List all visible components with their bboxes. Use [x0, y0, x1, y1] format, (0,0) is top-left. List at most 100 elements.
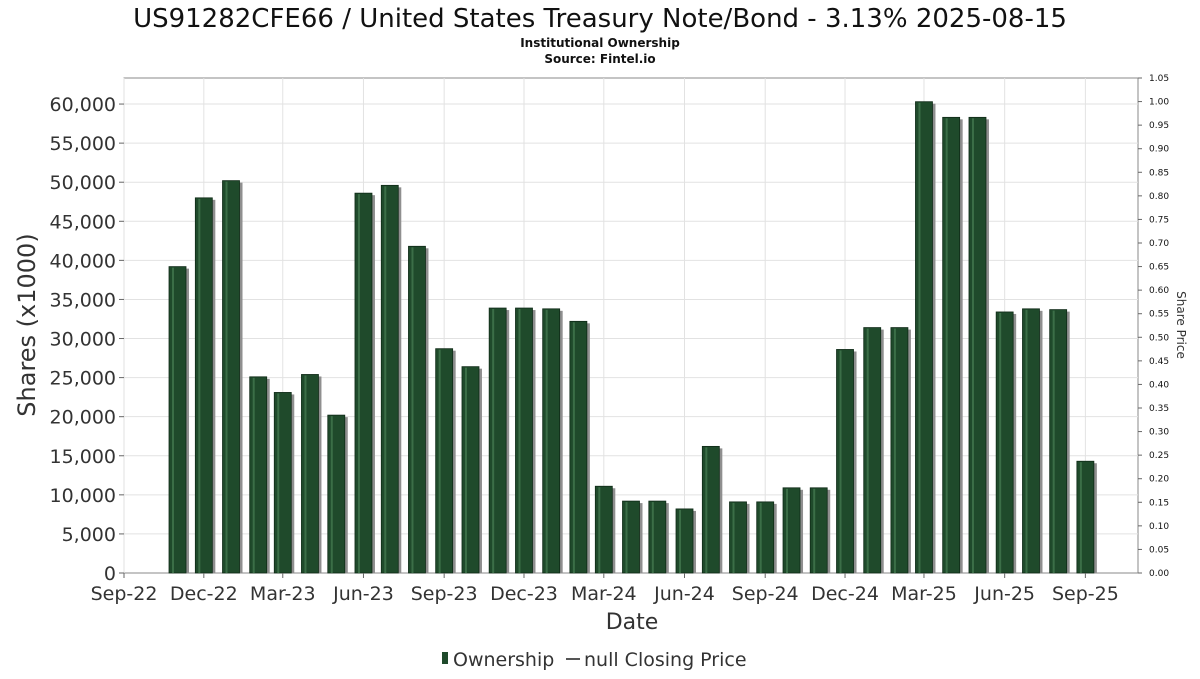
x-tick-label: Jun-25 [973, 583, 1035, 605]
bar-highlight [172, 267, 175, 573]
bar-highlight [545, 309, 548, 573]
y2-tick-label: 0.50 [1149, 333, 1169, 343]
bar-highlight [1052, 310, 1055, 573]
x-tick-label: Mar-23 [250, 583, 316, 605]
bar-highlight [198, 198, 201, 573]
chart-subtitle: Institutional Ownership [520, 36, 680, 50]
x-tick-label: Dec-22 [170, 583, 238, 605]
y-tick-label: 50,000 [50, 172, 116, 194]
bar [942, 116, 961, 574]
y-tick-label: 60,000 [50, 94, 116, 116]
bar-highlight [893, 328, 896, 573]
bar-highlight [705, 447, 708, 573]
bar [273, 392, 292, 574]
y2-tick-label: 1.05 [1149, 74, 1169, 84]
y2-tick-label: 0.20 [1149, 475, 1169, 485]
y2-axis-ticks: 0.00 0.05 0.10 0.15 0.20 0.25 0.30 0.35 0.40 0.45… [1138, 74, 1169, 579]
bar [542, 308, 561, 574]
y2-tick-label: 0.70 [1149, 239, 1169, 249]
bar-highlight [304, 375, 307, 573]
y2-axis-label: Share Price [1174, 291, 1188, 359]
bar [863, 327, 882, 574]
x-tick-label: Dec-23 [490, 583, 558, 605]
y2-tick-label: 0.95 [1149, 121, 1169, 131]
bar [168, 266, 187, 574]
bar [836, 349, 854, 574]
bar [1022, 308, 1040, 574]
x-tick-label: Sep-22 [91, 583, 158, 605]
bar [435, 348, 454, 574]
bar-highlight [357, 194, 360, 573]
bar-highlight [759, 502, 762, 573]
y2-tick-label: 1.00 [1149, 98, 1169, 108]
bar [301, 374, 319, 574]
legend-price-label: null Closing Price [584, 649, 747, 671]
bar-highlight [225, 181, 228, 573]
bar-highlight [625, 502, 628, 573]
bar-highlight [277, 393, 280, 573]
bar-highlight [839, 350, 842, 573]
bar [648, 500, 667, 574]
y-tick-label: 30,000 [50, 329, 116, 351]
bar [995, 311, 1014, 574]
bar-highlight [411, 247, 414, 573]
bar [1076, 460, 1095, 574]
bar-highlight [732, 502, 735, 573]
bar [1049, 309, 1068, 574]
bar [782, 487, 801, 574]
legend-ownership-label: Ownership [453, 649, 554, 671]
y2-tick-label: 0.40 [1149, 380, 1169, 390]
bar [194, 197, 213, 574]
y2-tick-label: 0.05 [1149, 545, 1169, 555]
bar [408, 245, 426, 574]
bar-highlight [971, 118, 974, 574]
legend-ownership-swatch [442, 652, 448, 664]
bar [729, 501, 747, 574]
y-tick-label: 0 [104, 563, 116, 585]
bar [488, 307, 507, 574]
x-tick-label: Jun-24 [653, 583, 715, 605]
x-tick-label: Dec-24 [811, 583, 879, 605]
bar [809, 487, 828, 574]
y-tick-label: 15,000 [50, 446, 116, 468]
y2-tick-label: 0.90 [1149, 145, 1169, 155]
bar [701, 445, 720, 574]
bar-highlight [252, 377, 255, 573]
bar-highlight [1025, 309, 1028, 573]
x-tick-label: Jun-23 [332, 583, 394, 605]
y-tick-label: 20,000 [50, 407, 116, 429]
bar [756, 501, 775, 574]
y2-tick-label: 0.55 [1149, 310, 1169, 320]
bar-highlight [464, 367, 467, 573]
y2-tick-label: 0.10 [1149, 522, 1169, 532]
bar [222, 180, 240, 574]
legend: Ownership null Closing Price [442, 649, 747, 671]
chart-source: Source: Fintel.io [544, 52, 655, 66]
bar [594, 485, 613, 574]
y2-tick-label: 0.25 [1149, 451, 1169, 461]
y2-tick-label: 0.00 [1149, 569, 1169, 579]
y2-tick-label: 0.85 [1149, 168, 1169, 178]
bar-highlight [679, 509, 682, 573]
bar-highlight [518, 309, 521, 573]
bar [249, 376, 268, 574]
bar-highlight [572, 322, 575, 573]
y2-tick-label: 0.80 [1149, 192, 1169, 202]
y2-tick-label: 0.75 [1149, 215, 1169, 225]
bar-highlight [384, 186, 387, 573]
bar-highlight [492, 309, 495, 573]
bar-highlight [598, 487, 601, 573]
x-tick-label: Sep-24 [732, 583, 799, 605]
bar [915, 101, 933, 574]
bar [380, 184, 399, 574]
bar [461, 366, 480, 574]
bar-highlight [866, 328, 869, 573]
y2-tick-label: 0.35 [1149, 404, 1169, 414]
y2-tick-label: 0.65 [1149, 263, 1169, 273]
bar-highlight [813, 488, 816, 573]
y-tick-label: 5,000 [62, 524, 116, 546]
bar [968, 116, 987, 574]
bar [515, 307, 533, 574]
